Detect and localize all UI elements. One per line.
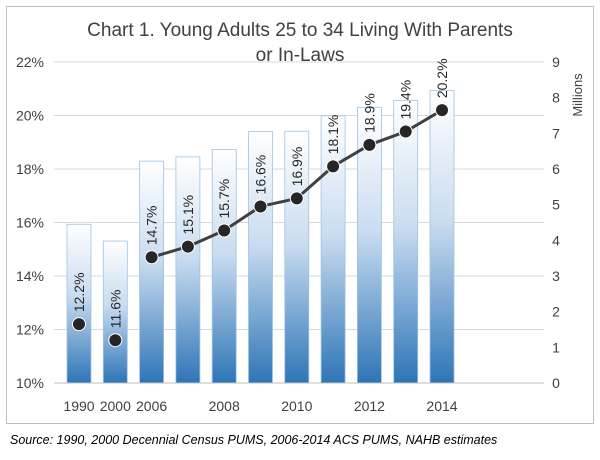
- data-label: 11.6%: [107, 290, 123, 329]
- y-left-tick-label: 20%: [16, 108, 44, 124]
- bar: [356, 106, 382, 384]
- chart-title-line-1: Chart 1. Young Adults 25 to 34 Living Wi…: [87, 20, 513, 41]
- percent-marker: [362, 137, 377, 152]
- y-left-tick-label: 10%: [16, 375, 44, 391]
- y-left-tick-label: 12%: [16, 322, 44, 338]
- y-left-tick-label: 18%: [16, 161, 44, 177]
- source-note: Source: 1990, 2000 Decennial Census PUMS…: [10, 433, 498, 447]
- percent-marker: [217, 223, 232, 238]
- y-right-tick-label: 8: [552, 90, 560, 106]
- x-tick-label: 2008: [209, 398, 240, 414]
- data-label: 15.1%: [180, 195, 196, 235]
- data-label: 20.2%: [434, 58, 450, 98]
- bar: [248, 131, 273, 384]
- data-label: 14.7%: [144, 206, 160, 246]
- percent-marker: [326, 159, 341, 174]
- x-tick-label: 2014: [426, 398, 457, 414]
- bar: [175, 156, 201, 384]
- y-right-tick-label: 3: [552, 268, 560, 284]
- x-tick-label: 2006: [136, 398, 167, 414]
- data-label: 16.9%: [289, 147, 305, 187]
- data-label: 19.4%: [398, 80, 414, 120]
- chart-plot: 10% 12% 14% 16% 18% 20% 22% 0 1 2 3 4 5 6 7 8 9 Millions 1…: [16, 54, 585, 414]
- y-left-tick-label: 14%: [16, 268, 44, 284]
- y-right-tick-label: 7: [552, 125, 560, 141]
- y-right-tick-label: 2: [552, 304, 560, 320]
- bar: [102, 240, 128, 384]
- y-right-tick-label: 5: [552, 197, 560, 213]
- y-left-tick-label: 16%: [16, 215, 44, 231]
- data-label: 16.6%: [253, 155, 269, 195]
- percent-marker: [435, 103, 449, 118]
- data-label: 18.9%: [361, 93, 377, 133]
- bar: [393, 100, 419, 384]
- bar: [66, 223, 92, 384]
- bar: [211, 148, 237, 384]
- x-tick-label: 2000: [100, 398, 131, 414]
- x-tick-label: 1990: [63, 398, 94, 414]
- data-label: 12.2%: [71, 272, 87, 312]
- percent-marker: [72, 317, 86, 332]
- percent-marker: [180, 239, 195, 254]
- y-right-axis-label: Millions: [570, 73, 585, 117]
- y-left-tick-label: 22%: [16, 54, 44, 70]
- x-tick-label: 2010: [281, 398, 312, 414]
- bar: [429, 90, 455, 384]
- percent-marker: [398, 124, 413, 139]
- bar: [284, 130, 310, 384]
- chart-title-line-2: or In-Laws: [255, 45, 345, 66]
- x-tick-label: 2012: [354, 398, 385, 414]
- y-right-tick-label: 6: [552, 161, 560, 177]
- y-right-tick-label: 4: [552, 232, 560, 248]
- percent-marker: [108, 333, 123, 348]
- data-label: 15.7%: [216, 179, 232, 219]
- percent-marker: [289, 191, 304, 206]
- y-right-tick-label: 9: [552, 54, 560, 70]
- bar: [320, 115, 346, 384]
- y-right-tick-label: 1: [552, 339, 560, 355]
- y-right-tick-label: 0: [552, 375, 560, 391]
- percent-marker: [253, 199, 268, 214]
- percent-marker: [144, 250, 159, 265]
- data-label: 18.1%: [325, 115, 341, 155]
- bar: [139, 160, 165, 384]
